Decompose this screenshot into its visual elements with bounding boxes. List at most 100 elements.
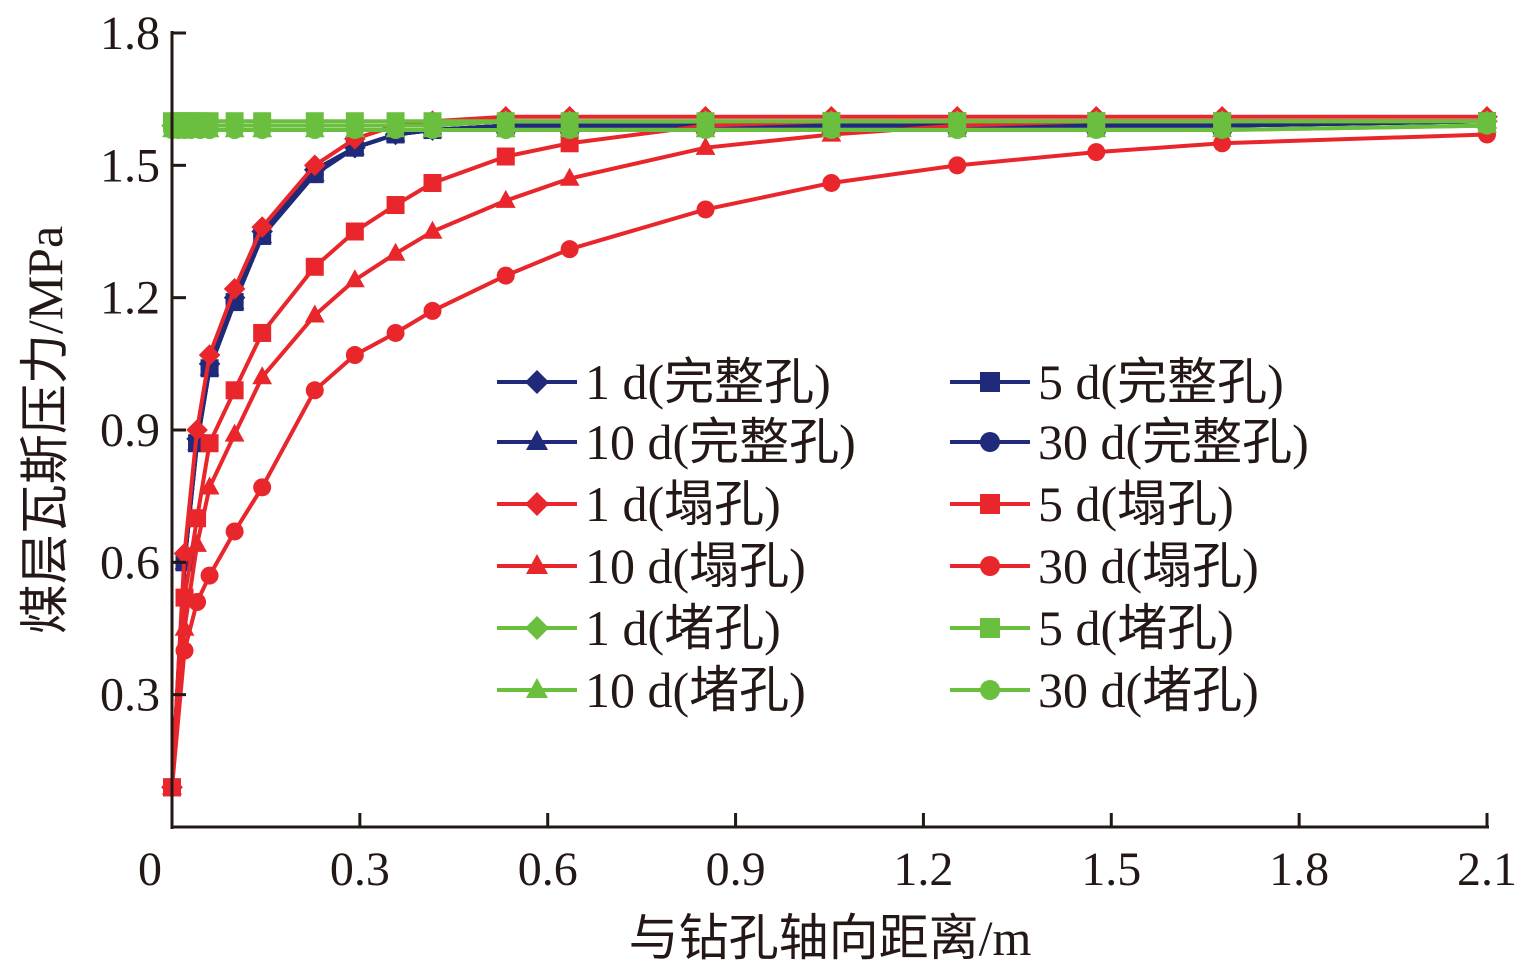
- legend-label: 10 d(塌孔): [585, 538, 806, 594]
- circle-marker: [560, 121, 579, 140]
- y-tick-label: 0.3: [100, 669, 160, 722]
- ticks: 0 0.3 0.6 0.9 1.2 1.5 1.8 2.1 0.3 0.6 0.9 1.2 1.5 1.8: [100, 7, 1517, 896]
- y-tick-label: 1.8: [100, 7, 160, 60]
- diamond-marker: [525, 616, 549, 640]
- triangle-marker: [695, 136, 716, 155]
- y-axis-label: 煤层瓦斯压力/MPa: [17, 226, 73, 634]
- circle-marker: [305, 121, 324, 140]
- x-tick-label: 2.1: [1457, 843, 1517, 896]
- circle-marker: [225, 121, 244, 140]
- circle-marker: [948, 121, 967, 140]
- diamond-marker: [198, 344, 221, 366]
- circle-marker: [696, 200, 715, 219]
- square-marker: [560, 134, 579, 153]
- square-marker: [496, 147, 515, 166]
- circle-marker: [980, 432, 1000, 452]
- circle-marker: [200, 121, 219, 140]
- legend-item: 30 d(堵孔): [950, 662, 1259, 718]
- x-tick-label: 0.6: [518, 843, 578, 896]
- x-tick-label: 1.8: [1269, 843, 1329, 896]
- circle-marker: [423, 301, 442, 320]
- circle-marker: [1087, 143, 1106, 162]
- square-marker: [386, 196, 405, 215]
- series-line: [170, 114, 1487, 788]
- legend-item: 1 d(塌孔): [497, 476, 781, 532]
- legend: 1 d(完整孔) 5 d(完整孔) 10 d(完整孔) 30 d(完整孔) 1 d(塌孔…: [497, 354, 1309, 718]
- circle-marker: [305, 381, 324, 400]
- x-tick-label: 0.9: [706, 843, 766, 896]
- square-marker: [980, 372, 1000, 392]
- legend-label: 30 d(完整孔): [1038, 414, 1309, 470]
- square-marker: [225, 381, 244, 400]
- diamond-marker: [251, 216, 273, 238]
- legend-label: 30 d(堵孔): [1038, 662, 1259, 718]
- circle-marker: [386, 121, 405, 140]
- legend-item: 5 d(塌孔): [950, 476, 1234, 532]
- legend-item: 10 d(完整孔): [497, 414, 856, 470]
- circle-marker: [345, 346, 364, 365]
- legend-item: 30 d(塌孔): [950, 538, 1259, 594]
- circle-marker: [496, 266, 515, 285]
- square-marker: [253, 323, 272, 342]
- square-marker: [980, 494, 1000, 514]
- x-tick-label: 0: [138, 843, 162, 896]
- triangle-marker: [304, 304, 325, 323]
- diamond-marker: [223, 278, 246, 300]
- circle-marker: [822, 121, 841, 140]
- circle-marker: [188, 593, 207, 612]
- x-tick-label: 0.3: [330, 843, 390, 896]
- legend-label: 5 d(堵孔): [1038, 600, 1234, 656]
- circle-marker: [696, 121, 715, 140]
- legend-label: 30 d(塌孔): [1038, 538, 1259, 594]
- legend-label: 1 d(塌孔): [585, 476, 781, 532]
- circle-marker: [253, 478, 272, 497]
- circle-marker: [200, 566, 219, 585]
- legend-label: 10 d(完整孔): [585, 414, 856, 470]
- legend-item: 1 d(完整孔): [497, 354, 831, 410]
- series-line: [170, 119, 1487, 788]
- diamond-marker: [186, 419, 208, 441]
- legend-label: 10 d(堵孔): [585, 662, 806, 718]
- triangle-marker: [199, 476, 220, 495]
- square-marker: [423, 173, 442, 192]
- x-axis-label: 与钻孔轴向距离/m: [629, 910, 1032, 966]
- triangle-marker: [526, 678, 548, 698]
- y-tick-label: 0.9: [100, 404, 160, 457]
- square-marker: [305, 257, 324, 276]
- square-marker: [200, 434, 219, 453]
- circle-marker: [980, 680, 1000, 700]
- circle-marker: [1478, 116, 1496, 135]
- triangle-marker: [559, 167, 580, 186]
- circle-marker: [1213, 121, 1232, 140]
- triangle-marker: [224, 423, 245, 442]
- circle-marker: [822, 173, 841, 192]
- triangle-marker: [385, 242, 406, 261]
- legend-item: 10 d(塌孔): [497, 538, 806, 594]
- square-marker: [980, 618, 1000, 638]
- triangle-marker: [495, 189, 516, 208]
- circle-marker: [386, 323, 405, 342]
- diamond-marker: [525, 492, 549, 516]
- x-tick-label: 1.5: [1081, 843, 1141, 896]
- triangle-marker: [526, 430, 548, 450]
- y-tick-label: 1.2: [100, 272, 160, 325]
- circle-marker: [1087, 121, 1106, 140]
- circle-marker: [1213, 134, 1232, 153]
- legend-label: 5 d(完整孔): [1038, 354, 1284, 410]
- diamond-marker: [173, 542, 196, 565]
- legend-item: 30 d(完整孔): [950, 414, 1309, 470]
- triangle-marker: [526, 554, 548, 574]
- y-tick-label: 0.6: [100, 536, 160, 589]
- circle-marker: [253, 121, 272, 140]
- circle-marker: [560, 240, 579, 259]
- circle-marker: [175, 641, 194, 660]
- series-7: [163, 125, 1496, 797]
- circle-marker: [423, 121, 442, 140]
- legend-item: 1 d(堵孔): [497, 600, 781, 656]
- diamond-marker: [525, 370, 549, 394]
- triangle-marker: [187, 533, 207, 552]
- legend-item: 5 d(堵孔): [950, 600, 1234, 656]
- x-tick-label: 1.2: [893, 843, 953, 896]
- legend-item: 5 d(完整孔): [950, 354, 1284, 410]
